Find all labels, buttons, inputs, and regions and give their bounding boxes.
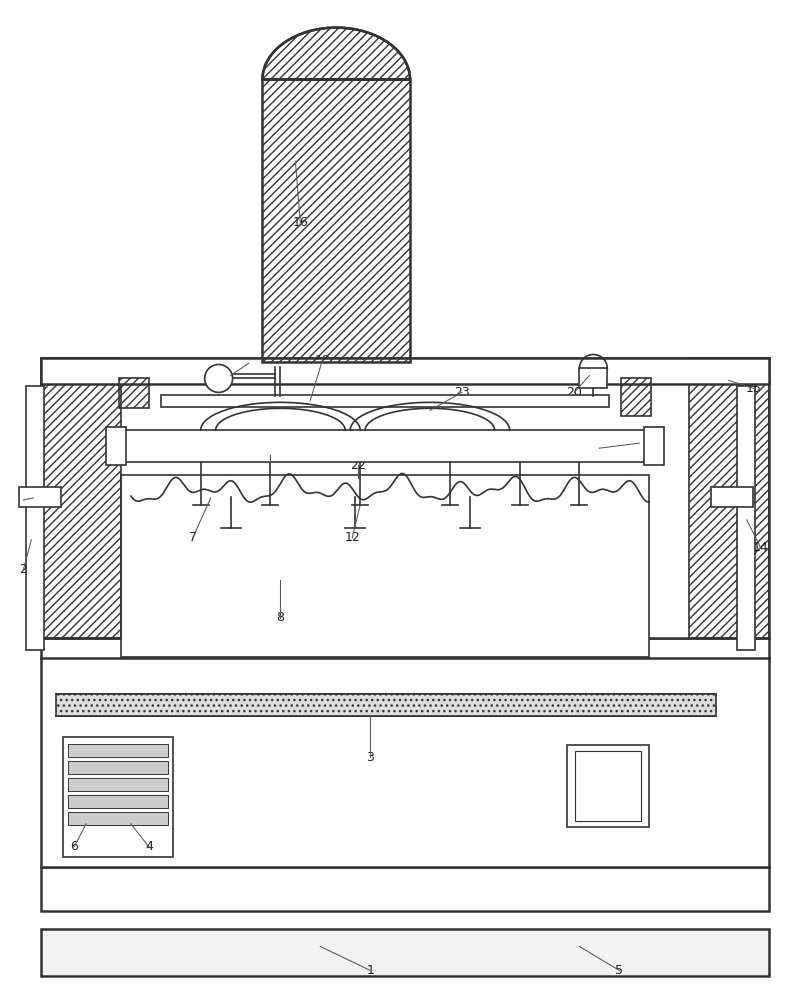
Text: 12: 12 bbox=[345, 531, 360, 544]
Bar bbox=[41, 358, 769, 638]
Text: 2: 2 bbox=[19, 563, 28, 576]
Bar bbox=[68, 812, 168, 825]
Circle shape bbox=[204, 364, 233, 392]
Text: 20: 20 bbox=[566, 386, 582, 399]
Text: 21: 21 bbox=[591, 442, 607, 455]
Bar bbox=[644, 427, 664, 465]
Bar bbox=[121, 475, 649, 657]
Bar bbox=[579, 368, 607, 388]
Text: 8: 8 bbox=[277, 611, 285, 624]
Bar bbox=[41, 867, 769, 911]
Bar bbox=[68, 761, 168, 774]
Text: 1: 1 bbox=[367, 964, 374, 977]
Text: 3: 3 bbox=[367, 751, 374, 764]
Text: 15: 15 bbox=[746, 382, 762, 395]
Bar bbox=[568, 745, 649, 827]
Bar bbox=[68, 778, 168, 791]
Text: 14: 14 bbox=[753, 541, 769, 554]
Bar bbox=[119, 378, 149, 408]
Text: 18: 18 bbox=[315, 354, 330, 367]
Bar bbox=[56, 694, 716, 716]
Bar bbox=[41, 929, 769, 976]
Bar bbox=[26, 386, 45, 650]
Bar bbox=[63, 737, 173, 857]
Bar bbox=[41, 657, 769, 867]
Bar bbox=[41, 638, 769, 658]
Text: 7: 7 bbox=[189, 531, 197, 544]
Text: 4: 4 bbox=[145, 840, 152, 853]
Text: 19: 19 bbox=[241, 357, 256, 370]
Text: 5: 5 bbox=[616, 964, 624, 977]
Bar bbox=[41, 358, 121, 638]
Text: 16: 16 bbox=[293, 216, 308, 229]
Bar bbox=[263, 79, 410, 362]
Text: 23: 23 bbox=[454, 386, 470, 399]
Text: 22: 22 bbox=[350, 459, 366, 472]
Bar bbox=[576, 751, 642, 821]
Bar bbox=[68, 744, 168, 757]
Bar bbox=[689, 358, 769, 638]
Bar bbox=[68, 795, 168, 808]
Bar bbox=[161, 395, 609, 407]
Bar bbox=[121, 430, 649, 462]
Text: 6: 6 bbox=[71, 840, 78, 853]
Bar bbox=[41, 358, 769, 384]
Text: 6: 6 bbox=[19, 494, 28, 507]
Bar bbox=[711, 487, 753, 507]
Bar bbox=[621, 378, 651, 416]
Text: 17: 17 bbox=[263, 449, 278, 462]
Bar bbox=[737, 386, 755, 650]
Bar bbox=[106, 427, 126, 465]
Bar bbox=[19, 487, 61, 507]
